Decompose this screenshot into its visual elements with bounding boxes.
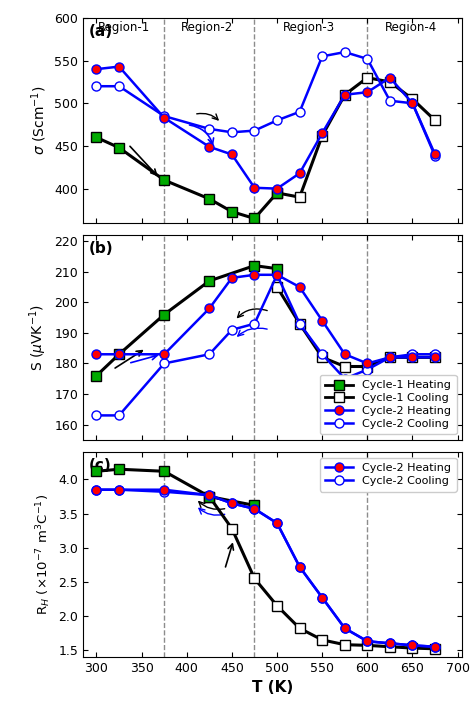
Y-axis label: $\sigma$ (Scm$^{-1}$): $\sigma$ (Scm$^{-1}$): [29, 85, 48, 155]
Text: Region-4: Region-4: [384, 22, 437, 34]
Legend: Cycle-1 Heating, Cycle-1 Cooling, Cycle-2 Heating, Cycle-2 Cooling: Cycle-1 Heating, Cycle-1 Cooling, Cycle-…: [320, 375, 456, 434]
Text: (b): (b): [89, 241, 113, 256]
Text: (c): (c): [89, 458, 111, 473]
X-axis label: T (K): T (K): [252, 681, 293, 696]
Text: Region-3: Region-3: [283, 22, 335, 34]
Y-axis label: S ($\mu$VK$^{-1}$): S ($\mu$VK$^{-1}$): [27, 304, 49, 371]
Text: Region-2: Region-2: [181, 22, 233, 34]
Text: Region-1: Region-1: [98, 22, 150, 34]
Y-axis label: R$_H$ ($\times$10$^{-7}$ m$^3$C$^{-1}$): R$_H$ ($\times$10$^{-7}$ m$^3$C$^{-1}$): [34, 494, 53, 615]
Text: (a): (a): [89, 24, 113, 39]
Legend: Cycle-2 Heating, Cycle-2 Cooling: Cycle-2 Heating, Cycle-2 Cooling: [320, 457, 456, 492]
